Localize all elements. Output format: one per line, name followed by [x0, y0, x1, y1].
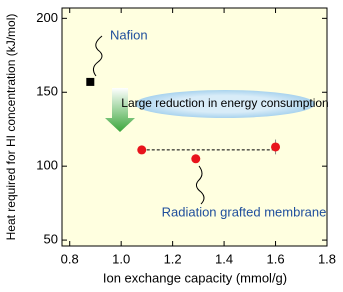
annotation: Nafion [110, 27, 148, 42]
leader-line [195, 165, 205, 205]
y-axis-label: Heat required for HI concentration (kJ/m… [4, 14, 18, 241]
annotation: Large reduction in energy consumption [121, 96, 328, 110]
data-point [191, 154, 201, 164]
plot-area [61, 7, 328, 247]
x-tick-label: 1.4 [215, 251, 233, 266]
annotation-ellipse [135, 90, 315, 118]
x-tick-label: 1.8 [318, 251, 336, 266]
y-tick-label: 50 [44, 232, 58, 247]
data-point [137, 145, 147, 155]
reduction-arrow [105, 88, 135, 132]
annotation: Radiation grafted membrane [162, 204, 327, 219]
data-point [271, 142, 281, 152]
x-axis-label: Ion exchange capacity (mmol/g) [103, 270, 287, 285]
y-tick-label: 200 [36, 10, 58, 25]
x-tick-label: 0.8 [61, 251, 79, 266]
x-tick-label: 1.2 [164, 251, 182, 266]
data-point [86, 77, 95, 86]
y-tick-label: 100 [36, 158, 58, 173]
x-tick-label: 1.6 [267, 251, 285, 266]
leader-line [92, 35, 103, 77]
x-tick-label: 1.0 [112, 251, 130, 266]
y-tick-label: 150 [36, 84, 58, 99]
